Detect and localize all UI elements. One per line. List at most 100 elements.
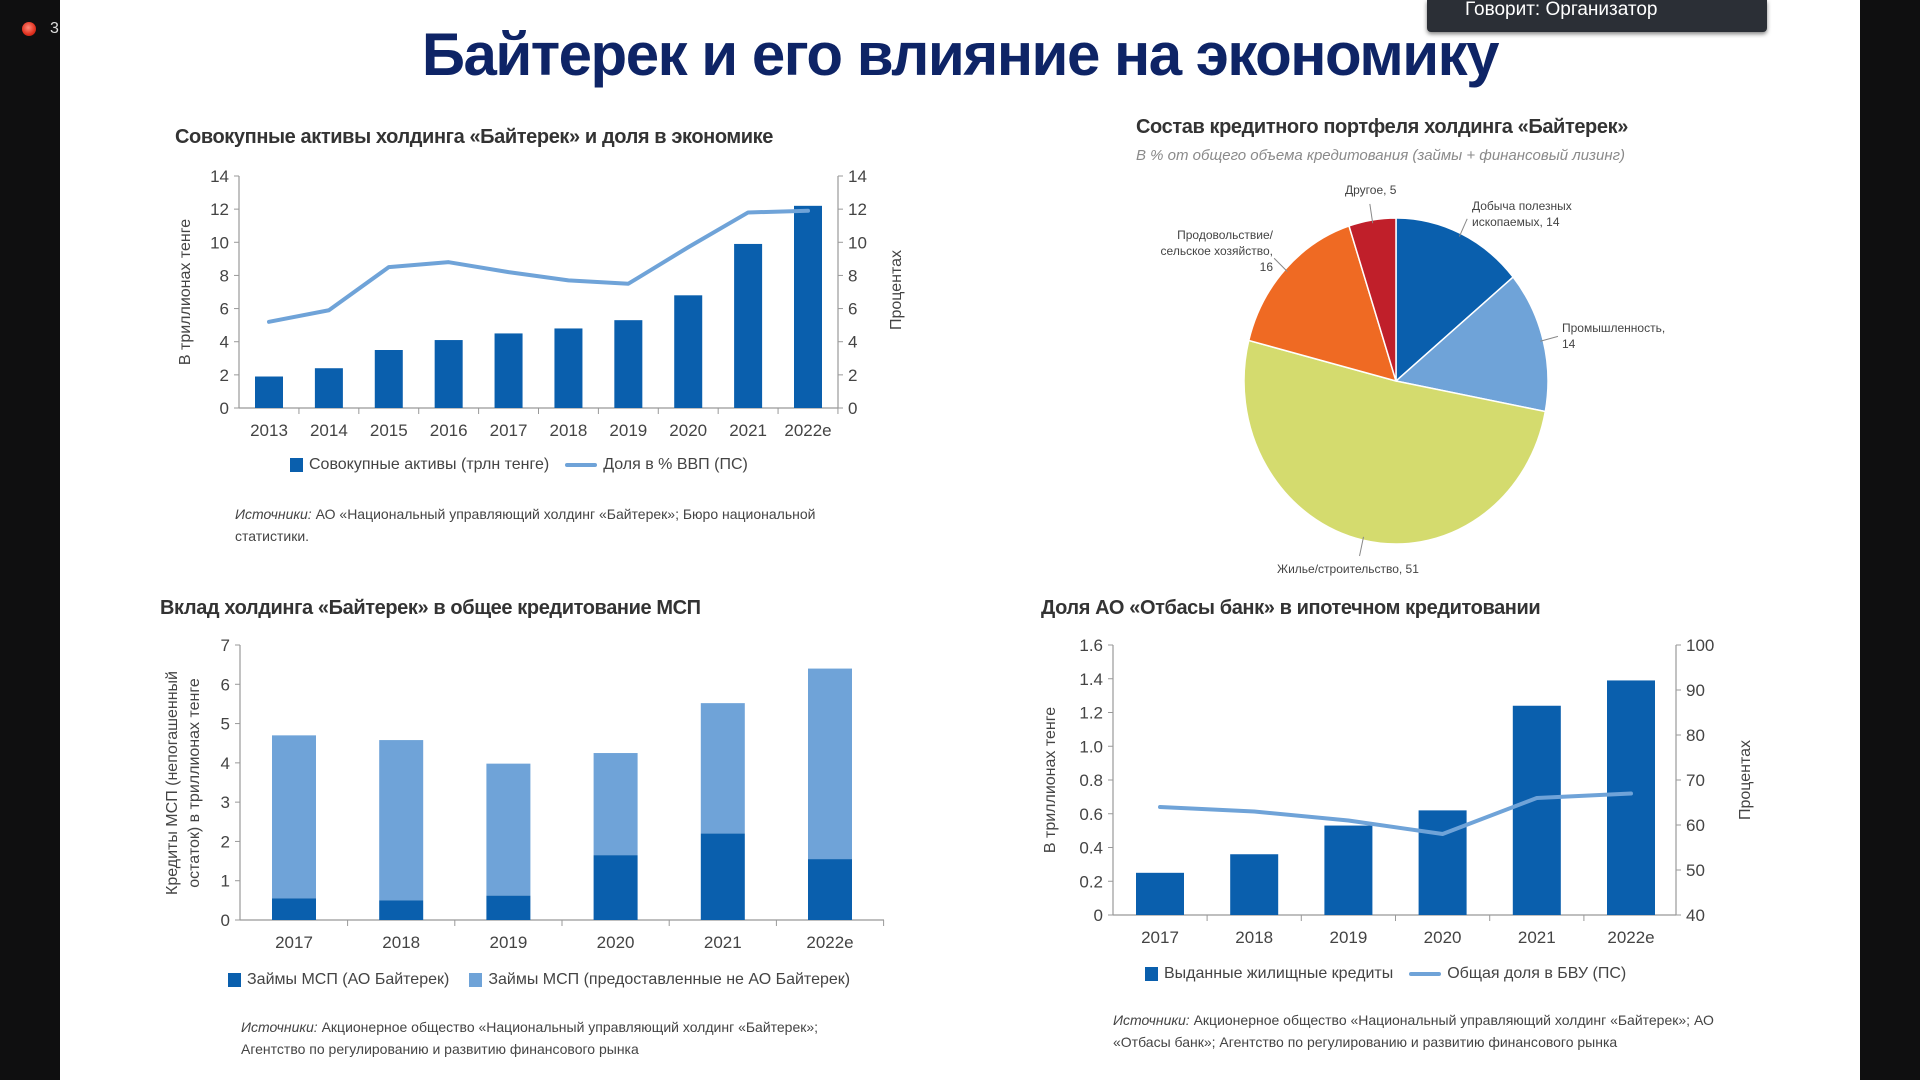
bar-segment-other bbox=[379, 740, 424, 901]
bar-segment-baiterek bbox=[272, 898, 316, 920]
legend-label: Общая доля в БВУ (ПС) bbox=[1447, 965, 1627, 982]
y2-tick-label: 60 bbox=[1686, 816, 1705, 835]
y-tick-label: 0.4 bbox=[1079, 839, 1103, 858]
x-tick-label: 2019 bbox=[489, 933, 527, 952]
y-tick-label: 5 bbox=[221, 715, 230, 734]
x-tick-label: 2022e bbox=[806, 933, 853, 952]
x-tick-label: 2017 bbox=[275, 933, 313, 952]
legend-label: Совокупные активы (трлн тенге) bbox=[309, 456, 550, 473]
x-tick-label: 2020 bbox=[669, 421, 707, 440]
pie-label-other: Другое, 5 bbox=[1345, 183, 1397, 197]
pie-leader-line bbox=[1540, 335, 1559, 342]
y-tick-label: 0 bbox=[1094, 906, 1103, 925]
y2-tick-label: 70 bbox=[1686, 771, 1705, 790]
y-tick-label: 1.4 bbox=[1079, 670, 1103, 689]
x-tick-label: 2020 bbox=[597, 933, 635, 952]
chart2-subtitle: В % от общего объема кредитования (займы… bbox=[1136, 147, 1626, 164]
y-tick-label: 0.6 bbox=[1079, 805, 1103, 824]
x-tick-label: 2022e bbox=[784, 421, 831, 440]
y-tick-label: 0 bbox=[221, 911, 230, 930]
bar bbox=[374, 350, 403, 408]
chart1-title: Совокупные активы холдинга «Байтерек» и … bbox=[175, 126, 774, 148]
legend-swatch bbox=[469, 973, 483, 987]
chart4-legend: Выданные жилищные кредиты Общая доля в Б… bbox=[1145, 965, 1626, 983]
pie-leader-line bbox=[1458, 218, 1468, 237]
y-tick-label: 1 bbox=[221, 872, 230, 891]
pie-leader-line bbox=[1369, 203, 1374, 224]
x-tick-label: 2015 bbox=[370, 421, 408, 440]
legend-label: Займы МСП (предоставленные не АО Байтере… bbox=[488, 971, 851, 988]
bar-segment-baiterek bbox=[700, 833, 745, 920]
y2-tick-label: 0 bbox=[848, 399, 857, 418]
x-tick-label: 2019 bbox=[1329, 928, 1367, 947]
source-line: Акционерное общество «Национальный управ… bbox=[317, 1019, 819, 1035]
y2-tick-label: 80 bbox=[1686, 726, 1705, 745]
bar-segment-baiterek bbox=[593, 855, 638, 920]
x-tick-label: 2017 bbox=[1141, 928, 1179, 947]
chart1-source: Источники: АО «Национальный управляющий … bbox=[235, 503, 815, 547]
participant-count: 3 bbox=[50, 20, 59, 37]
chart4-source: Источники: Акционерное общество «Национа… bbox=[1113, 1009, 1714, 1053]
speaker-indicator: Говорит: Организатор bbox=[1427, 0, 1767, 32]
x-tick-label: 2020 bbox=[1424, 928, 1462, 947]
y2-tick-label: 12 bbox=[848, 200, 867, 219]
y-tick-label: 3 bbox=[221, 793, 230, 812]
chart3-title: Вклад холдинга «Байтерек» в общее кредит… bbox=[160, 597, 701, 619]
y-tick-label: 1.0 bbox=[1079, 737, 1103, 756]
source-line: «Отбасы банк»; Агентство по регулировани… bbox=[1113, 1034, 1618, 1050]
bar bbox=[1324, 825, 1373, 915]
series-line bbox=[267, 208, 810, 324]
source-line: статистики. bbox=[235, 528, 310, 544]
chart2-title: Состав кредитного портфеля холдинга «Бай… bbox=[1136, 116, 1628, 138]
bar-segment-baiterek bbox=[379, 900, 424, 920]
x-tick-label: 2013 bbox=[250, 421, 288, 440]
page-title: Байтерек и его влияние на экономику bbox=[421, 21, 1500, 88]
y2-tick-label: 4 bbox=[848, 333, 857, 352]
y2-tick-label: 50 bbox=[1686, 861, 1705, 880]
x-tick-label: 2018 bbox=[550, 421, 588, 440]
recording-icon bbox=[22, 22, 36, 36]
x-tick-label: 2021 bbox=[704, 933, 742, 952]
bar bbox=[614, 320, 643, 408]
x-tick-label: 2021 bbox=[729, 421, 767, 440]
legend-swatch-bar bbox=[1145, 967, 1158, 981]
chart3-legend: Займы МСП (АО Байтерек) Займы МСП (предо… bbox=[228, 971, 850, 989]
legend-swatch-line bbox=[565, 463, 598, 467]
y-tick-label: 4 bbox=[221, 754, 230, 773]
y2-tick-label: 40 bbox=[1686, 906, 1705, 925]
bar bbox=[1512, 705, 1561, 915]
y-tick-label: 4 bbox=[220, 333, 229, 352]
x-tick-label: 2014 bbox=[310, 421, 348, 440]
bar bbox=[674, 295, 703, 408]
bar bbox=[1607, 680, 1655, 915]
source-label: Источники: bbox=[235, 506, 312, 522]
bar bbox=[734, 243, 763, 408]
source-label: Источники: bbox=[1113, 1012, 1190, 1028]
bar bbox=[1136, 872, 1184, 915]
y-tick-label: 12 bbox=[210, 200, 229, 219]
y2-tick-label: 10 bbox=[848, 233, 867, 252]
source-label: Источники: bbox=[241, 1019, 318, 1035]
bar bbox=[255, 376, 283, 408]
x-tick-label: 2022e bbox=[1607, 928, 1654, 947]
bar bbox=[434, 340, 463, 408]
y2-tick-label: 14 bbox=[848, 167, 867, 186]
y-tick-label: 1.2 bbox=[1079, 704, 1103, 723]
y2-tick-label: 100 bbox=[1686, 636, 1714, 655]
legend-swatch-bar bbox=[290, 458, 303, 472]
pie-label-mining: Добыча полезных ископаемых, 14 bbox=[1472, 199, 1572, 229]
y-tick-label: 2 bbox=[221, 832, 230, 851]
pie-label-industry: Промышленность, 14 bbox=[1562, 321, 1666, 351]
x-tick-label: 2018 bbox=[382, 933, 420, 952]
bar-segment-other bbox=[272, 735, 316, 899]
chart3-source: Источники: Акционерное общество «Национа… bbox=[241, 1016, 818, 1060]
speaker-text: Говорит: Организатор bbox=[1465, 0, 1658, 20]
chart4-title: Доля АО «Отбасы банк» в ипотечном кредит… bbox=[1041, 597, 1541, 619]
y-tick-label: 7 bbox=[221, 636, 230, 655]
bar-segment-other bbox=[593, 753, 638, 856]
y-tick-label: 0.8 bbox=[1079, 771, 1103, 790]
pie-leader-line bbox=[1359, 536, 1364, 557]
bar bbox=[554, 328, 583, 408]
